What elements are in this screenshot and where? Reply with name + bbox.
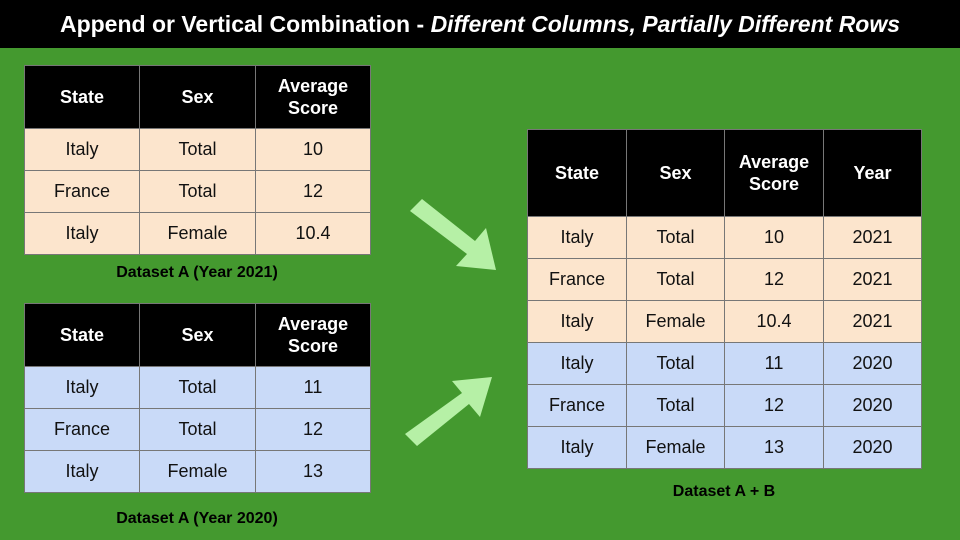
table-row: Italy Female 13 2020	[527, 426, 922, 469]
table-row: France Total 12	[24, 170, 371, 213]
table-cell: France	[527, 258, 627, 301]
caption-dataset-a-plus-b: Dataset A + B	[672, 483, 776, 500]
header-cell: Year	[823, 129, 922, 217]
title-bar: Append or Vertical Combination - Differe…	[0, 0, 960, 48]
arrow-up-right-icon	[405, 377, 492, 446]
table-cell: Italy	[24, 212, 140, 255]
table-cell: 12	[255, 170, 371, 213]
table-dataset-a-plus-b: State Sex Average Score Year Italy Total…	[527, 129, 922, 469]
title-subtitle: Different Columns, Partially Different R…	[430, 10, 901, 37]
header-cell: State	[24, 65, 140, 129]
arrow-down-right-icon	[410, 199, 496, 270]
header-cell: Average Score	[255, 303, 371, 367]
header-cell: Sex	[139, 303, 256, 367]
table-dataset-a-2020: State Sex Average Score Italy Total 11 F…	[24, 303, 371, 493]
table-row: Italy Female 10.4	[24, 212, 371, 255]
header-cell: Average Score	[724, 129, 824, 217]
header-cell: Sex	[139, 65, 256, 129]
table-cell: 11	[724, 342, 824, 385]
header-cell: Average Score	[255, 65, 371, 129]
table-cell: Total	[139, 170, 256, 213]
table-header-row: State Sex Average Score	[24, 65, 371, 129]
table-cell: 2020	[823, 342, 922, 385]
table-cell: Total	[626, 384, 725, 427]
table-cell: 10	[255, 128, 371, 171]
table-cell: 2020	[823, 384, 922, 427]
table-header-row: State Sex Average Score Year	[527, 129, 922, 217]
table-cell: 2021	[823, 300, 922, 343]
table-cell: Female	[139, 212, 256, 255]
table-cell: Italy	[527, 426, 627, 469]
title-separator: -	[410, 10, 431, 37]
table-row: France Total 12 2021	[527, 258, 922, 301]
caption-dataset-a-2020: Dataset A (Year 2020)	[116, 510, 278, 527]
table-row: Italy Total 11	[24, 366, 371, 409]
table-cell: Female	[139, 450, 256, 493]
table-cell: Female	[626, 426, 725, 469]
table-cell: 10.4	[724, 300, 824, 343]
table-cell: Total	[139, 408, 256, 451]
header-cell: State	[24, 303, 140, 367]
table-cell: 13	[255, 450, 371, 493]
table-cell: 2021	[823, 216, 922, 259]
table-cell: 2021	[823, 258, 922, 301]
table-cell: France	[24, 408, 140, 451]
table-cell: Total	[626, 216, 725, 259]
table-cell: France	[24, 170, 140, 213]
table-cell: Italy	[527, 300, 627, 343]
table-cell: Italy	[24, 450, 140, 493]
table-cell: 12	[724, 384, 824, 427]
table-header-row: State Sex Average Score	[24, 303, 371, 367]
table-cell: 12	[724, 258, 824, 301]
table-cell: 11	[255, 366, 371, 409]
table-cell: Total	[626, 342, 725, 385]
table-row: Italy Female 10.4 2021	[527, 300, 922, 343]
table-cell: 13	[724, 426, 824, 469]
table-cell: Italy	[24, 128, 140, 171]
header-cell: Sex	[626, 129, 725, 217]
title-main: Append or Vertical Combination	[59, 10, 411, 37]
table-cell: 10.4	[255, 212, 371, 255]
table-dataset-a-2021: State Sex Average Score Italy Total 10 F…	[24, 65, 371, 255]
table-row: Italy Total 10 2021	[527, 216, 922, 259]
header-cell: State	[527, 129, 627, 217]
table-cell: Total	[626, 258, 725, 301]
table-row: Italy Female 13	[24, 450, 371, 493]
table-cell: France	[527, 384, 627, 427]
table-cell: 12	[255, 408, 371, 451]
table-cell: Female	[626, 300, 725, 343]
caption-dataset-a-2021: Dataset A (Year 2021)	[116, 264, 278, 281]
table-cell: 2020	[823, 426, 922, 469]
table-row: Italy Total 11 2020	[527, 342, 922, 385]
table-row: France Total 12 2020	[527, 384, 922, 427]
table-row: Italy Total 10	[24, 128, 371, 171]
table-cell: Italy	[24, 366, 140, 409]
table-cell: Italy	[527, 216, 627, 259]
table-cell: 10	[724, 216, 824, 259]
table-row: France Total 12	[24, 408, 371, 451]
table-cell: Total	[139, 366, 256, 409]
table-cell: Italy	[527, 342, 627, 385]
